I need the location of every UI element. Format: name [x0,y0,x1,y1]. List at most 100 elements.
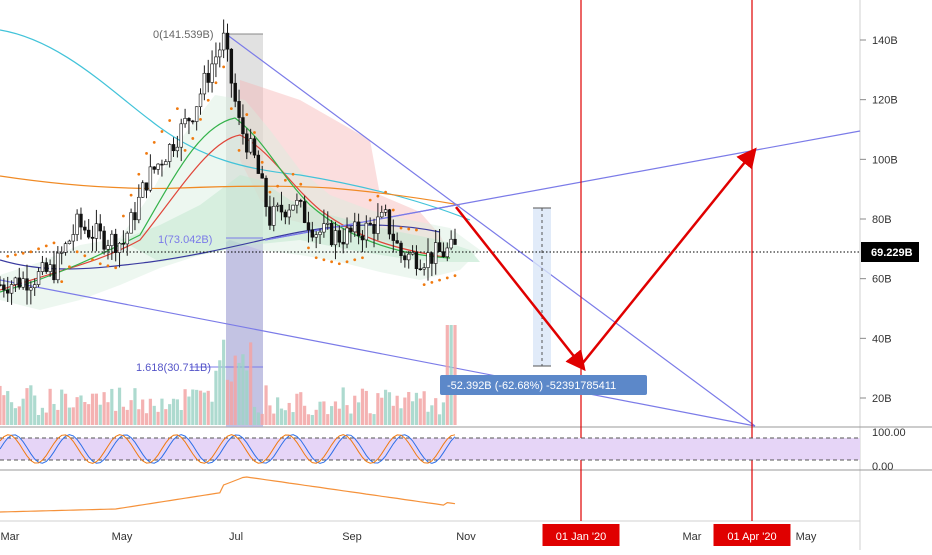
sar-dot [183,148,187,152]
candle-body [29,287,33,291]
candle-body [121,242,126,245]
sar-dot [276,184,280,188]
volume-bar [83,402,87,425]
candle [171,137,176,157]
volume-bar [13,408,18,425]
candle [202,65,207,101]
candle-body [0,284,2,286]
candle-body [56,252,60,281]
volume-bar [156,411,160,425]
volume-bar [252,406,257,425]
candle [113,228,118,262]
candle [152,166,156,174]
candle [40,255,45,276]
projection-arrow [580,147,757,366]
volume-bar [283,410,287,425]
time-tick-highlight [713,524,791,546]
candle [356,213,361,245]
candle [391,219,396,253]
candle-body [110,233,114,246]
candle [256,150,261,174]
sar-dot [191,137,195,140]
candle [140,180,145,198]
candle-body [25,278,29,291]
candle [414,245,419,276]
volume-bar [102,392,106,425]
candle-body [144,182,149,191]
candle-body [237,101,241,118]
rsi-k-line [0,434,456,464]
candle-body [194,106,199,122]
volume-bar [168,404,172,425]
candle-body [129,212,133,234]
candle-body [291,204,295,211]
candle-body [21,278,25,288]
rsi-lines [0,434,456,464]
volume-bar [63,393,68,425]
volume-bar [272,413,276,425]
candle [383,204,388,217]
candle [333,221,338,260]
candle-body [434,242,438,264]
volume-bar [276,397,280,425]
candle [210,50,214,93]
sar-dot [160,130,164,133]
sar-dot [268,190,272,194]
candle-body [299,200,303,202]
candle [187,117,191,135]
candle-body [426,252,430,268]
candle [106,239,110,260]
volume-bar [279,408,284,425]
candle-body [102,230,106,250]
candle [129,208,133,234]
sar-dot [121,214,125,218]
candle [229,48,234,98]
candle-body [353,221,357,233]
breakout-upper-line [455,130,861,206]
volume-bar [360,388,365,425]
sar-dot [44,244,48,248]
volume-bar [410,401,415,425]
volume-bar [48,388,52,425]
volume-bar [299,392,303,425]
sar-dot [445,276,449,280]
ichimoku-cloud-green [120,175,480,262]
candle-body [221,32,226,51]
candle [148,154,153,193]
rsi-tick-label: 100.00 [872,427,906,439]
candle [329,220,334,247]
volume-bar [434,398,438,425]
sar-dot [91,258,94,262]
ma-orange [0,175,461,206]
candle [241,104,245,145]
candle-body [364,222,369,241]
volume-bar [314,409,318,425]
volume-bar [94,393,98,425]
candle-body [360,235,365,241]
candle [218,42,222,68]
candle-body [241,117,245,135]
candle-body [198,93,203,108]
candle-body [152,166,156,170]
volume-bar [380,397,384,425]
sar-dot [222,65,226,69]
volume-bar [198,390,203,425]
bottom-indicator-line [0,476,456,513]
time-tick-label: 01 Jan '20 [556,531,606,543]
sar-dot [422,283,426,287]
volume-bar [117,387,122,425]
volume-bar [21,398,25,425]
volume-bar [330,406,334,425]
candle-body [399,242,403,256]
candle [287,204,291,225]
candle [86,219,91,240]
price-tick-label: 40B [872,333,892,345]
candle [434,229,438,275]
sar-dot [83,254,87,258]
volume-bar [164,409,168,425]
candle [137,184,141,224]
volume-bar [364,390,368,425]
sar-dot [145,151,148,155]
candle [399,240,403,263]
volume-bar [44,412,48,425]
